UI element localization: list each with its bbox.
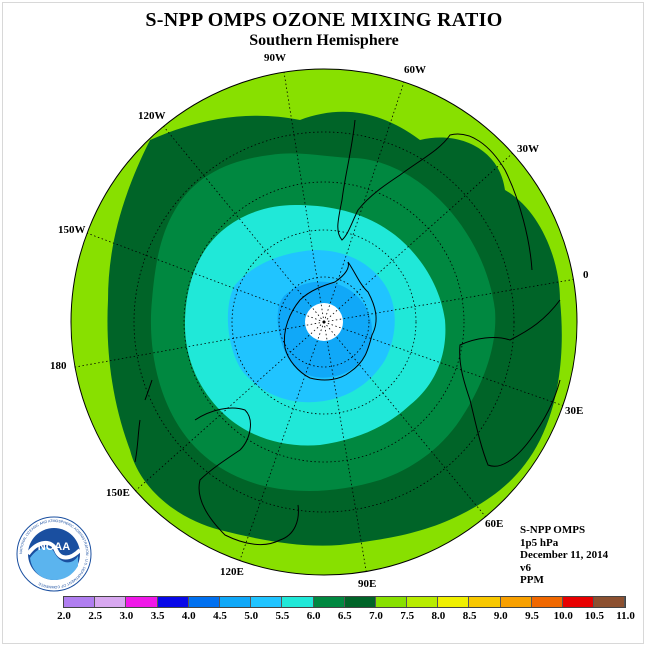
colorbar-swatch xyxy=(375,597,408,607)
colorbar-swatch xyxy=(313,597,345,607)
colorbar-swatch xyxy=(251,597,283,607)
colorbar-tick-label: 7.5 xyxy=(400,610,415,622)
colorbar-tick-label: 4.5 xyxy=(213,610,227,622)
colorbar-swatch xyxy=(188,597,220,607)
colorbar-tick-label: 5.5 xyxy=(275,610,290,622)
colorbar-tick-label: 4.0 xyxy=(181,610,196,622)
colorbar-tick-label: 3.0 xyxy=(119,610,134,622)
south-pole-marker xyxy=(322,320,326,324)
logo-text: NOAA xyxy=(38,541,70,553)
colorbar-swatch xyxy=(500,597,532,607)
lon-label-30w: 30W xyxy=(517,143,539,155)
lon-label-60w: 60W xyxy=(404,64,426,76)
colorbar-swatch xyxy=(95,597,127,607)
lon-label-150e: 150E xyxy=(106,487,130,499)
lon-label-150w: 150W xyxy=(58,224,86,236)
lon-label-60e: 60E xyxy=(485,518,503,530)
south-america-coast xyxy=(337,119,533,271)
contour-fields xyxy=(71,69,577,575)
info-block: S-NPP OMPS 1p5 hPa December 11, 2014 v6 … xyxy=(520,524,608,587)
colorbar-tick-label: 9.5 xyxy=(525,610,539,622)
info-instrument: S-NPP OMPS xyxy=(520,524,586,536)
colorbar-swatch xyxy=(126,597,158,607)
colorbar-swatch xyxy=(563,597,595,607)
colorbar-swatch xyxy=(64,597,96,607)
lon-label-120e: 120E xyxy=(220,566,244,578)
info-date: December 11, 2014 xyxy=(520,549,609,562)
colorbar-tick-label: 9.0 xyxy=(493,610,508,622)
lon-label-90w: 90W xyxy=(264,52,286,64)
graticule xyxy=(71,69,577,575)
colorbar-tick-label: 5.0 xyxy=(244,610,259,622)
colorbar-tick-label: 8.5 xyxy=(462,610,477,622)
colorbar-tick-label: 6.0 xyxy=(306,610,321,622)
colorbar-tick-label: 7.0 xyxy=(369,610,383,622)
map-subtitle: Southern Hemisphere xyxy=(249,32,399,49)
colorbar-swatch xyxy=(531,597,563,607)
coastlines xyxy=(134,119,561,546)
australia-coast xyxy=(194,407,299,546)
colorbar-tick-label: 10.0 xyxy=(553,610,573,622)
colorbar-swatch xyxy=(157,597,189,607)
noaa-logo-icon: NOAA NATIONAL OCEANIC AND ATMOSPHERIC AD… xyxy=(16,516,92,592)
africa-coast xyxy=(459,299,561,467)
lon-label-0: 0 xyxy=(583,269,589,281)
new-zealand-coast xyxy=(134,379,153,463)
info-version: v6 xyxy=(520,561,531,574)
colorbar-swatch xyxy=(438,597,470,607)
colorbar-tick-label: 3.5 xyxy=(150,610,165,622)
colorbar xyxy=(63,596,627,608)
colorbar-tick-label: 8.0 xyxy=(431,610,446,622)
lon-label-90e: 90E xyxy=(358,578,376,590)
lon-label-180: 180 xyxy=(50,360,67,372)
colorbar-tick-label: 2.5 xyxy=(88,610,103,622)
antarctica-coast xyxy=(283,261,377,381)
colorbar-swatch xyxy=(594,597,626,607)
colorbar-swatch xyxy=(469,597,501,607)
colorbar-tick-label: 11.0 xyxy=(616,610,635,622)
map-title: S-NPP OMPS OZONE MIXING RATIO xyxy=(145,9,503,31)
colorbar-swatch xyxy=(344,597,376,607)
map-boundary xyxy=(70,68,578,576)
lon-label-120w: 120W xyxy=(138,110,166,122)
info-level: 1p5 hPa xyxy=(520,536,559,549)
info-units: PPM xyxy=(520,574,544,587)
lon-label-30e: 30E xyxy=(565,405,583,417)
colorbar-tick-label: 10.5 xyxy=(584,610,605,622)
colorbar-tick-label: 6.5 xyxy=(337,610,352,622)
colorbar-swatch xyxy=(219,597,252,607)
colorbar-tick-label: 2.0 xyxy=(57,610,71,622)
colorbar-swatch xyxy=(282,597,314,607)
colorbar-swatch xyxy=(407,597,439,607)
